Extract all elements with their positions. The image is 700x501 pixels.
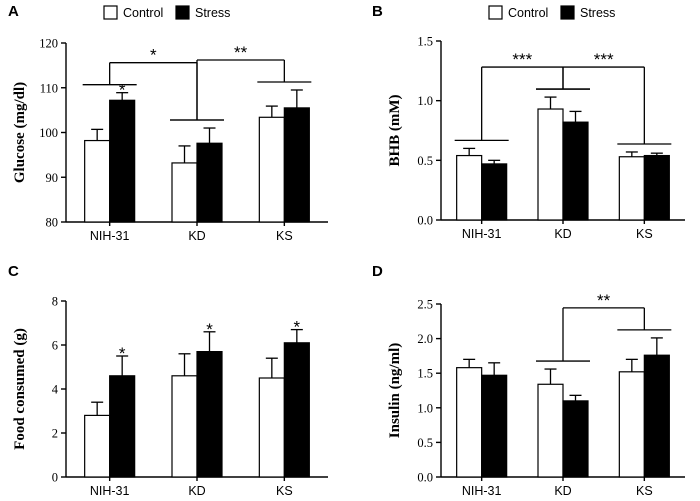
comparison-asterisks: *** [594, 50, 614, 69]
y-tick-label: 6 [52, 339, 58, 353]
panel-label: C [8, 263, 19, 280]
x-tick-label: KD [554, 227, 571, 241]
bar-control [618, 371, 645, 478]
y-tick-label: 0 [52, 471, 58, 485]
comparison-bracket: * [82, 46, 224, 121]
bar-stress [643, 154, 670, 221]
bar-stress [481, 374, 508, 478]
significance-asterisk: * [119, 344, 126, 363]
y-axis-label: Food consumed (g) [12, 328, 28, 450]
y-tick-label: 80 [46, 216, 59, 230]
legend: Control Stress [103, 5, 230, 20]
bar-control [84, 414, 111, 478]
bar-stress [562, 400, 589, 478]
x-tick-label: KD [554, 484, 571, 498]
legend: Control Stress [488, 5, 615, 20]
comparison-bracket: ** [170, 43, 312, 121]
x-tick-label: KS [276, 229, 293, 243]
panel-c: C 0 2 4 6 8 Food consumed (g) NIH-31 KD KS * * * [8, 263, 328, 498]
comparison-asterisks: ** [234, 43, 248, 62]
y-tick-label: 1.0 [417, 401, 433, 415]
bar-stress [643, 354, 670, 478]
significance-asterisk: * [119, 81, 126, 100]
bar-control [258, 377, 285, 478]
y-tick-label: 110 [40, 81, 58, 95]
bar-stress [196, 142, 223, 223]
y-tick-label: 2.0 [417, 332, 433, 346]
y-tick-label: 90 [46, 171, 59, 185]
x-tick-label: KS [636, 227, 653, 241]
y-tick-label: 120 [39, 37, 58, 51]
bar-control [171, 375, 198, 478]
comparison-bracket: *** [536, 50, 672, 145]
y-axis-label: BHB (mM) [387, 94, 403, 166]
legend-swatch-control [488, 5, 503, 20]
y-tick-label: 4 [52, 383, 59, 397]
legend-label-control: Control [123, 6, 163, 20]
panel-b: B Control Stress 0.0 0.5 1.0 1.5 BHB (mM) NIH-31… [372, 3, 685, 241]
legend-swatch-stress [175, 5, 190, 20]
x-tick-label: NIH-31 [90, 229, 130, 243]
bar-stress [283, 342, 310, 478]
y-axis-label: Glucose (mg/dl) [12, 82, 28, 183]
bar-stress [562, 121, 589, 221]
bar-stress [196, 351, 223, 478]
significance-asterisk: * [206, 320, 213, 339]
bar-control [84, 139, 111, 223]
bar-stress [109, 99, 136, 223]
bar-control [258, 116, 285, 223]
x-tick-label: NIH-31 [90, 484, 130, 498]
panel-d: D 0.0 0.5 1.0 1.5 2.0 2.5 Insulin (ng/ml) NIH-31… [372, 263, 685, 498]
y-tick-label: 8 [52, 295, 58, 309]
x-tick-label: KS [276, 484, 293, 498]
x-tick-label: NIH-31 [462, 484, 502, 498]
y-tick-label: 0.5 [417, 154, 433, 168]
bar-control [456, 367, 483, 478]
bar-control [456, 154, 483, 221]
panel-label: B [372, 3, 383, 20]
comparison-asterisks: * [150, 46, 157, 65]
legend-swatch-stress [560, 5, 575, 20]
legend-label-stress: Stress [195, 6, 230, 20]
bar-stress [283, 107, 310, 223]
y-axis-label: Insulin (ng/ml) [387, 343, 403, 438]
x-tick-label: KD [188, 484, 205, 498]
panel-label: D [372, 263, 383, 280]
y-tick-label: 1.5 [417, 35, 433, 49]
bar-stress [481, 163, 508, 221]
y-tick-label: 0.0 [417, 471, 433, 485]
legend-swatch-control [103, 5, 118, 20]
y-tick-label: 2.5 [417, 298, 433, 312]
comparison-bracket: ** [536, 291, 672, 362]
panel-a: A Control Stress 80 90 100 110 120 Glucose (mg/d… [8, 3, 328, 243]
comparison-asterisks: ** [597, 291, 611, 310]
x-tick-label: NIH-31 [462, 227, 502, 241]
y-tick-label: 2 [52, 427, 58, 441]
bar-control [537, 383, 564, 478]
bar-control [171, 162, 198, 223]
comparison-asterisks: *** [512, 50, 532, 69]
x-tick-label: KS [636, 484, 653, 498]
bar-stress [109, 375, 136, 478]
y-tick-label: 0.5 [417, 436, 433, 450]
x-tick-label: KD [188, 229, 205, 243]
legend-label-stress: Stress [580, 6, 615, 20]
panel-label: A [8, 3, 19, 20]
legend-label-control: Control [508, 6, 548, 20]
y-tick-label: 100 [39, 126, 58, 140]
y-tick-label: 1.5 [417, 367, 433, 381]
y-tick-label: 0.0 [417, 214, 433, 228]
y-tick-label: 1.0 [417, 94, 433, 108]
bar-control [618, 156, 645, 221]
significance-asterisk: * [294, 318, 301, 337]
bar-control [537, 108, 564, 221]
